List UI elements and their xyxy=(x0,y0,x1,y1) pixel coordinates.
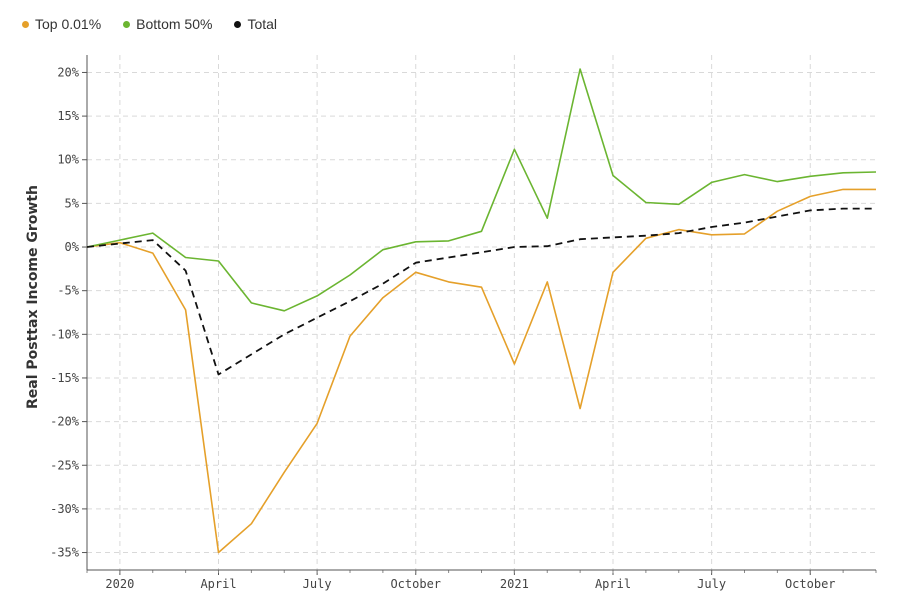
legend-dot-top xyxy=(22,20,29,28)
x-tick-label: 2020 xyxy=(105,577,134,591)
x-tick-label: October xyxy=(785,577,836,591)
legend-dot-bottom xyxy=(123,20,131,28)
y-tick-label: 0% xyxy=(65,240,80,254)
legend-label-total: Total xyxy=(247,16,278,32)
y-tick-label: -15% xyxy=(50,371,80,385)
x-tick-label: April xyxy=(595,577,631,591)
legend-dot-total xyxy=(234,20,242,28)
y-tick-label: 20% xyxy=(57,65,79,79)
y-tick-label: -20% xyxy=(50,415,80,429)
legend-item-bottom[interactable]: Bottom 50% xyxy=(123,16,212,32)
grid xyxy=(87,55,876,570)
x-tick-label: April xyxy=(200,577,236,591)
x-tick-label: October xyxy=(390,577,441,591)
x-tick-label: July xyxy=(697,577,726,591)
series-line-top-0-01 xyxy=(86,188,876,554)
axes: 20% 15% 10% 5% 0% -5% -10% -15% -20% -25% -30% -35%… xyxy=(50,55,877,591)
legend-label-bottom: Bottom 50% xyxy=(136,16,213,32)
legend-item-top[interactable]: Top 0.01% xyxy=(22,16,101,32)
legend-label-top: Top 0.01% xyxy=(35,16,102,32)
legend-item-total[interactable]: Total xyxy=(234,16,277,32)
series-layer xyxy=(86,68,877,554)
y-axis-label: Real Posttax Income Growth xyxy=(25,185,41,409)
y-tick-label: -10% xyxy=(50,327,80,341)
y-tick-label: 10% xyxy=(57,153,79,167)
legend: Top 0.01% Bottom 50% Total xyxy=(22,16,277,32)
y-tick-label: 15% xyxy=(57,109,79,123)
y-tick-label: -25% xyxy=(50,458,80,472)
x-tick-label: July xyxy=(303,577,332,591)
y-tick-label: -35% xyxy=(50,546,80,560)
y-tick-label: -30% xyxy=(50,502,80,516)
y-tick-label: -5% xyxy=(57,284,79,298)
y-tick-label: 5% xyxy=(65,196,80,210)
series-line-bottom-50 xyxy=(86,68,877,312)
x-tick-label: 2021 xyxy=(500,577,529,591)
series-line-total xyxy=(86,207,876,376)
